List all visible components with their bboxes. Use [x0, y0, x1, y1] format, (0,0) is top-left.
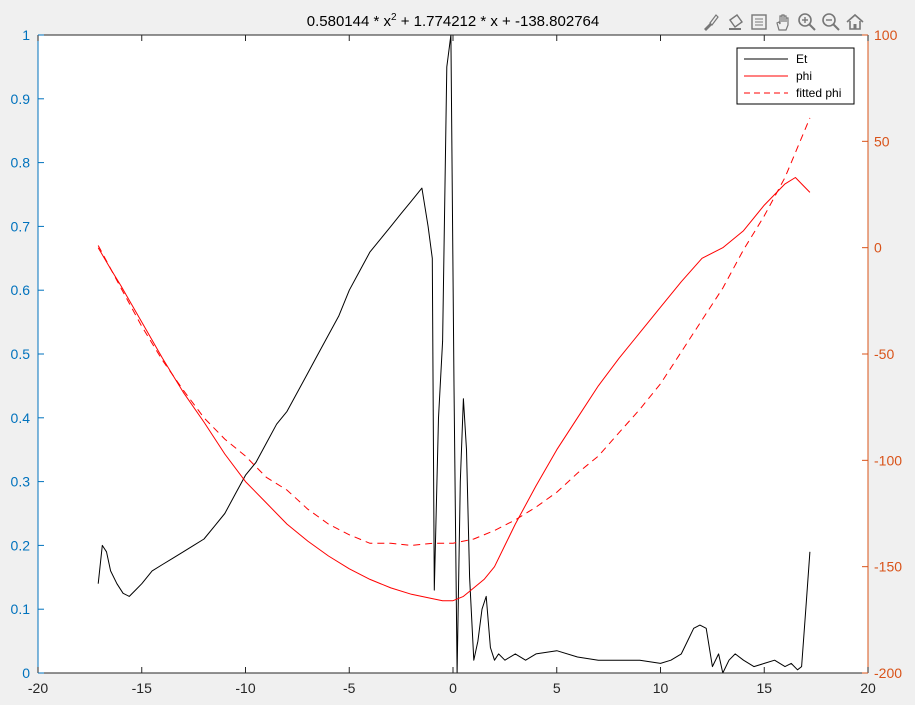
x-tick-label: 10	[653, 680, 669, 696]
left-y-tick-label: 0.9	[11, 91, 31, 107]
axes-layer: -20 -15 -10 -5 0 5 10 15 2000.10.20.30.40.50.60.…	[11, 27, 903, 696]
left-y-tick-label: 0.3	[11, 474, 31, 490]
x-tick-label: -5	[343, 680, 356, 696]
left-y-tick-label: 0.4	[11, 410, 31, 426]
right-y-tick-label: -50	[874, 346, 894, 362]
left-y-tick-label: 0.1	[11, 601, 31, 617]
x-tick-label: -20	[28, 680, 48, 696]
x-tick-label: 15	[756, 680, 772, 696]
plot-area[interactable]	[38, 35, 868, 673]
right-y-tick-label: -100	[874, 452, 902, 468]
x-tick-label: 20	[860, 680, 876, 696]
chart-title: 0.580144 * x2 + 1.774212 * x + -138.8027…	[307, 12, 599, 30]
left-y-tick-label: 0.5	[11, 346, 31, 362]
series-line-Et	[97, 34, 811, 674]
x-tick-label: -10	[235, 680, 255, 696]
series-line-phi	[97, 177, 811, 602]
left-y-tick-label: 0.7	[11, 218, 31, 234]
legend-toggle-icon[interactable]	[748, 11, 770, 33]
paint-bucket-icon[interactable]	[724, 11, 746, 33]
x-tick-label: -15	[132, 680, 152, 696]
legend-label-et: Et	[796, 52, 808, 66]
left-y-tick-label: 0.2	[11, 537, 31, 553]
left-y-tick-label: 0	[22, 665, 30, 681]
brush-icon[interactable]	[700, 11, 722, 33]
right-y-tick-label: 100	[874, 27, 898, 43]
figure-toolbar	[700, 10, 866, 34]
series-layer	[97, 34, 811, 674]
right-y-tick-label: 0	[874, 240, 882, 256]
pan-hand-icon[interactable]	[772, 11, 794, 33]
left-y-tick-label: 0.6	[11, 282, 31, 298]
home-icon[interactable]	[844, 11, 866, 33]
legend-label-phi: phi	[796, 69, 812, 83]
x-tick-label: 0	[449, 680, 457, 696]
x-tick-label: 5	[553, 680, 561, 696]
right-y-tick-label: -200	[874, 665, 902, 681]
zoom-in-icon[interactable]	[796, 11, 818, 33]
right-y-tick-label: 50	[874, 133, 890, 149]
zoom-out-icon[interactable]	[820, 11, 842, 33]
left-y-tick-label: 0.8	[11, 155, 31, 171]
left-y-tick-label: 1	[22, 27, 30, 43]
legend[interactable]: Et phi fitted phi	[736, 47, 855, 105]
series-line-fitted-phi	[97, 117, 811, 546]
legend-label-fitted-phi: fitted phi	[796, 86, 841, 100]
right-y-tick-label: -150	[874, 559, 902, 575]
